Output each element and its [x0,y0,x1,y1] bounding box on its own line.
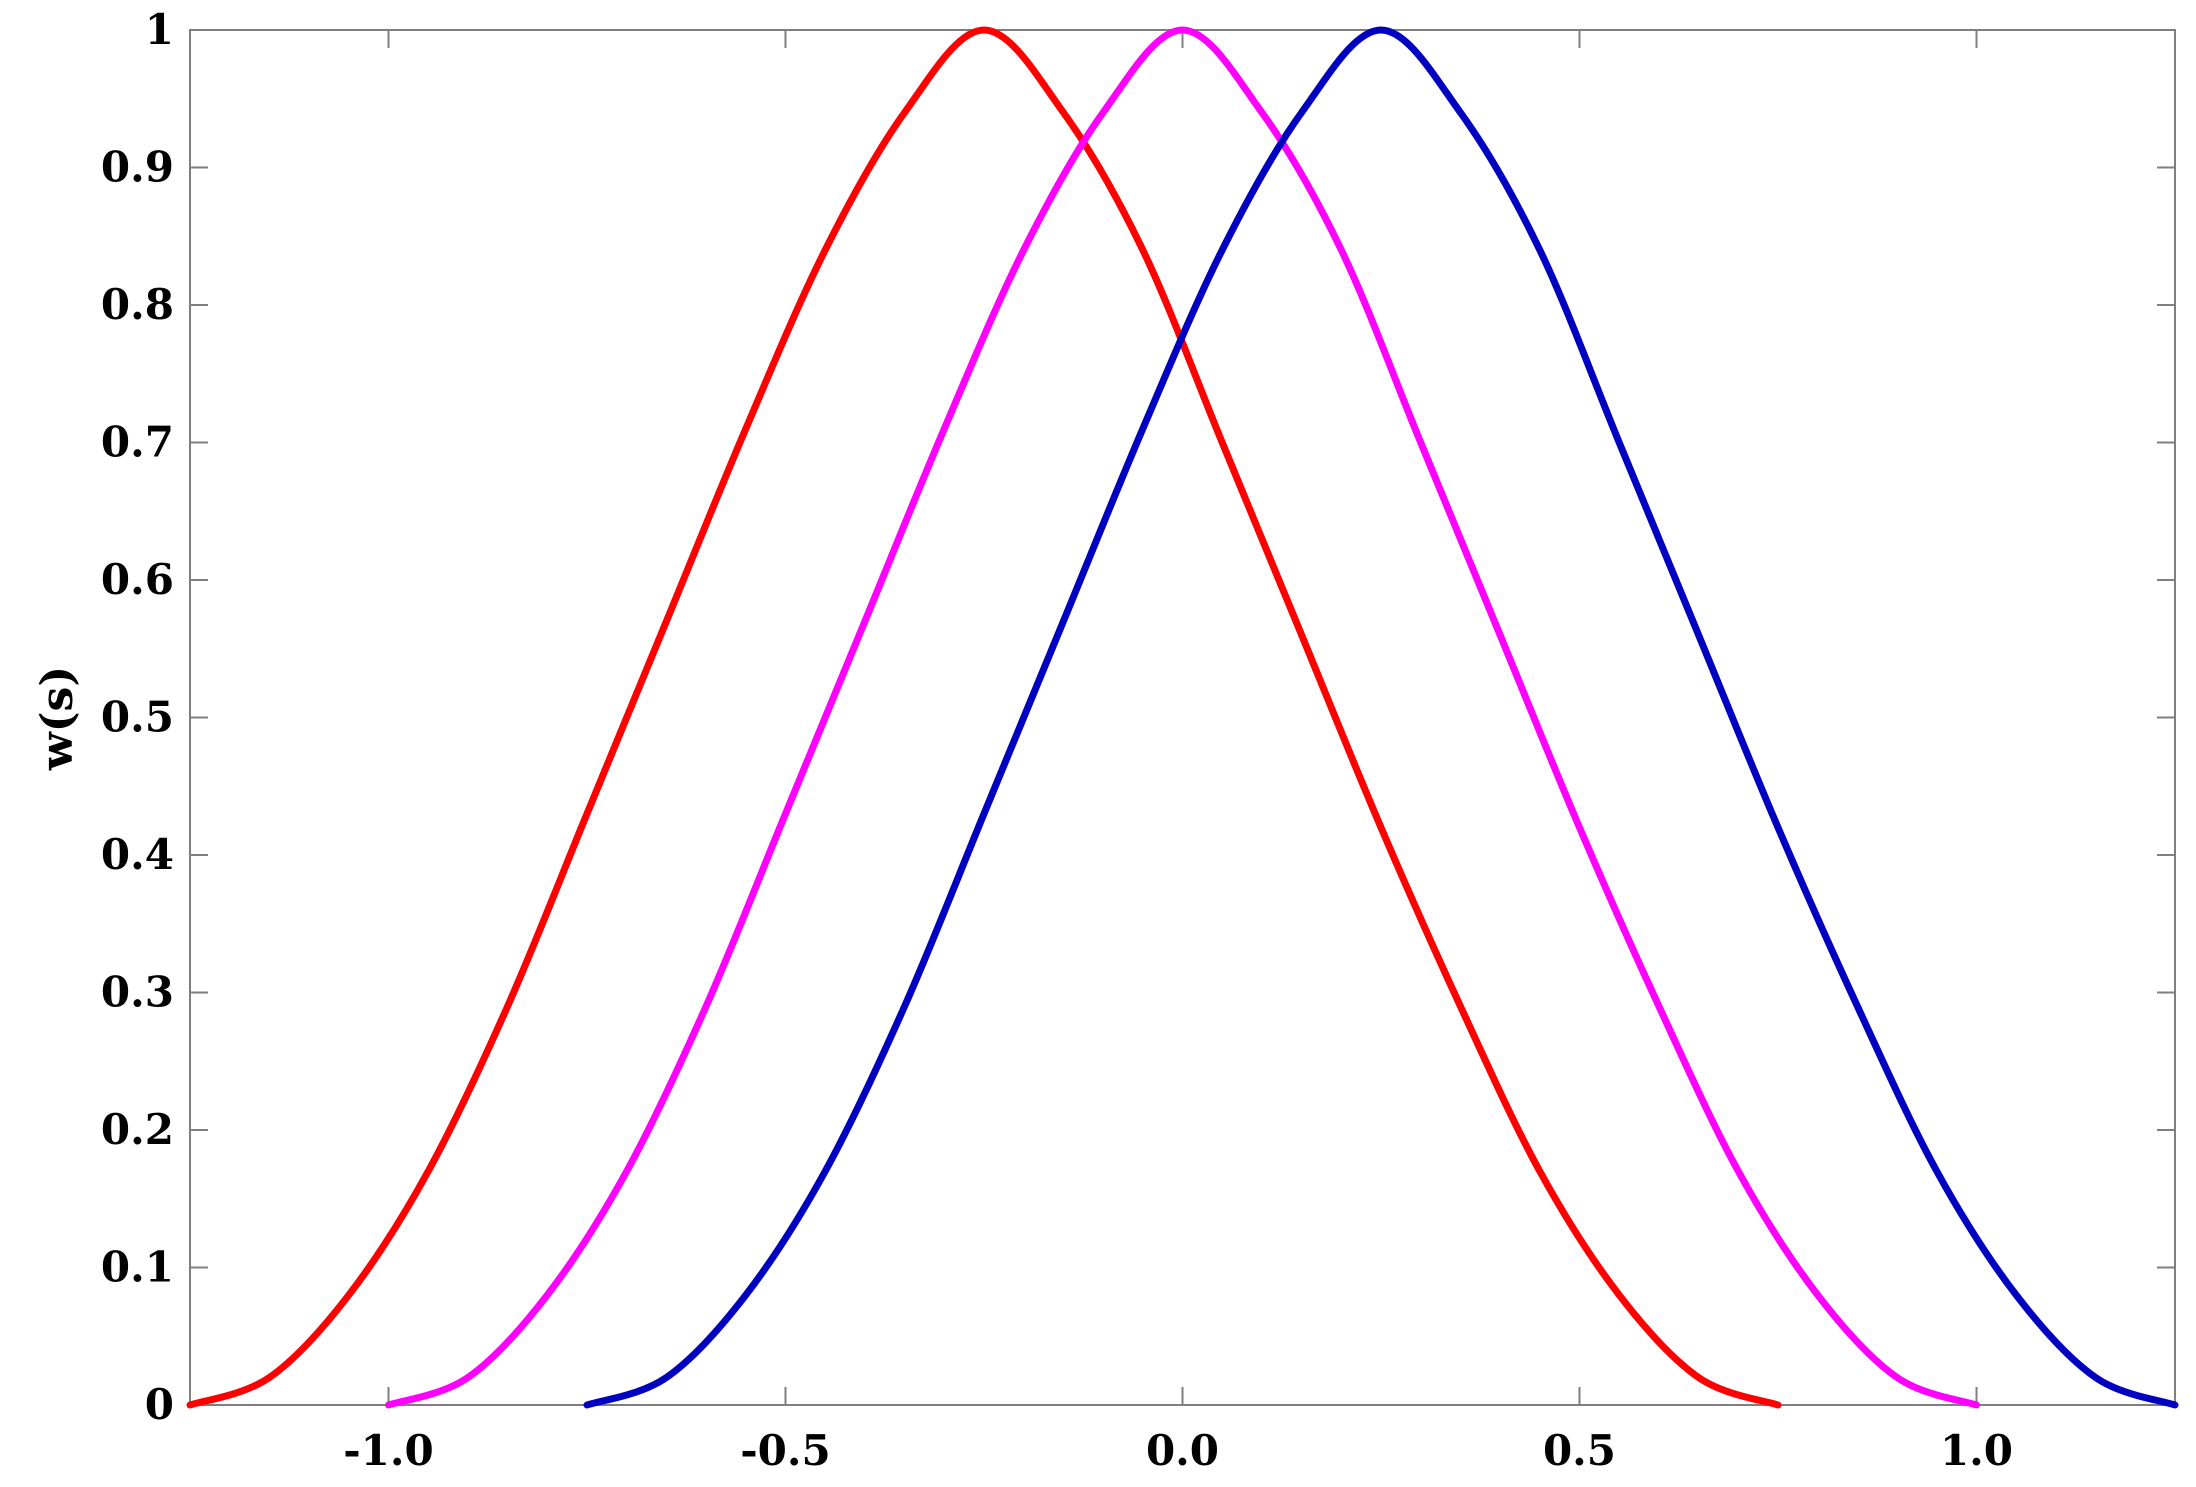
series-line-2 [583,26,2179,1409]
x-tick-label: 0.5 [1543,1426,1616,1475]
y-tick-labels: 0 0.1 0.2 0.3 0.4 0.5 0.6 0.7 0.8 0.9 1 [101,5,174,1429]
y-tick-label: 0.2 [101,1105,174,1154]
y-tick-label: 0 [145,1380,174,1429]
y-tick-label: 0.7 [101,418,174,467]
x-tick-labels: -1.0 -0.5 0.0 0.5 1.0 [343,1426,2013,1475]
plot-frame [189,29,2176,1406]
y-tick-label: 0.1 [101,1243,174,1292]
y-tick-label: 0.5 [101,693,174,742]
x-tick-label: -1.0 [343,1426,434,1475]
y-tick-label: 0.3 [101,968,174,1017]
series-layer [186,26,2179,1409]
y-tick-label: 0.6 [101,555,174,604]
series-line-1 [385,26,1980,1409]
y-tick-label: 0.4 [101,830,174,879]
y-tick-label: 0.9 [101,143,174,192]
series-line-0 [186,26,1782,1409]
y-axis-label: w(s) [32,666,83,771]
x-tick-label: 0.0 [1146,1426,1219,1475]
x-tick-label: 1.0 [1940,1426,2013,1475]
x-tick-label: -0.5 [740,1426,831,1475]
y-tick-label: 1 [145,5,174,54]
y-tick-label: 0.8 [101,280,174,329]
